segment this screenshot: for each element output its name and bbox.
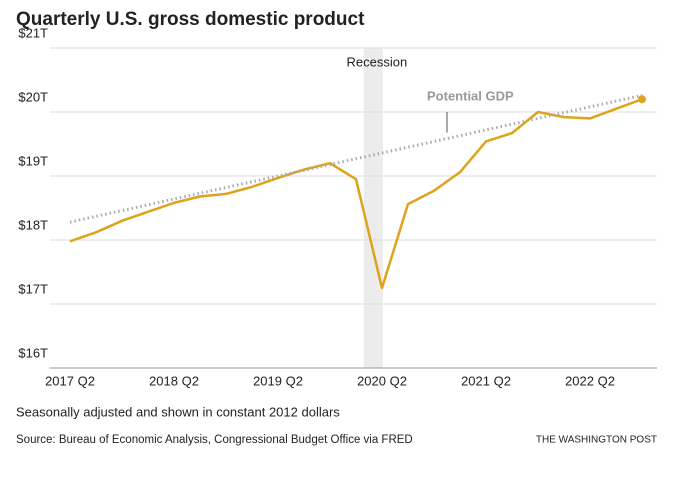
x-tick-label: 2019 Q2	[253, 373, 303, 388]
potential-line	[69, 93, 643, 224]
y-tick-label: $21T	[18, 25, 48, 40]
x-tick-label: 2017 Q2	[45, 373, 95, 388]
recession-band	[363, 48, 383, 368]
y-tick-label: $17T	[18, 281, 48, 296]
y-tick-label: $18T	[18, 217, 48, 232]
credit: THE WASHINGTON POST	[536, 435, 657, 446]
x-tick-label: 2018 Q2	[149, 373, 199, 388]
y-tick-label: $20T	[18, 89, 48, 104]
x-tick-label: 2020 Q2	[357, 373, 407, 388]
source: Source: Bureau of Economic Analysis, Con…	[16, 434, 413, 446]
end-dot	[638, 95, 646, 104]
chart-title: Quarterly U.S. gross domestic product	[16, 9, 365, 30]
recession-label: Recession	[347, 54, 408, 69]
series-label: Potential GDP	[427, 88, 514, 103]
x-tick-label: 2022 Q2	[565, 373, 615, 388]
y-tick-label: $19T	[18, 153, 48, 168]
x-tick-label: 2021 Q2	[461, 373, 511, 388]
y-tick-label: $16T	[18, 345, 48, 360]
gdp-line	[69, 98, 643, 290]
note: Seasonally adjusted and shown in constan…	[16, 404, 340, 419]
